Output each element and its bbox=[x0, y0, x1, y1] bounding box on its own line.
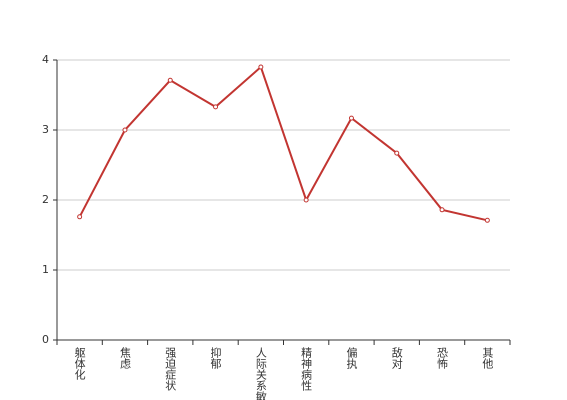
x-tick-label: 偏执 bbox=[345, 346, 358, 370]
point bbox=[348, 115, 354, 121]
y-tick-label: 3 bbox=[42, 123, 49, 136]
point bbox=[213, 104, 219, 110]
point bbox=[122, 127, 128, 133]
point bbox=[167, 77, 173, 83]
point bbox=[394, 150, 400, 156]
x-tick-label: 焦虑 bbox=[118, 347, 131, 369]
line bbox=[78, 65, 488, 222]
x-tick-label: 恐怖 bbox=[436, 347, 449, 369]
point bbox=[439, 207, 445, 213]
y-tick-label: 4 bbox=[42, 53, 49, 66]
x-tick-label: 敌对 bbox=[390, 346, 403, 369]
point bbox=[484, 217, 490, 223]
x-tick-label: 精神病性 bbox=[300, 347, 313, 392]
y-tick-label: 2 bbox=[42, 193, 49, 206]
x-tick-label: 躯体化 bbox=[73, 347, 86, 381]
point bbox=[258, 64, 264, 70]
y-tick-label: 1 bbox=[42, 263, 49, 276]
point bbox=[303, 197, 309, 203]
x-tick-label: 强迫症状 bbox=[164, 347, 177, 391]
y-tick-label: 0 bbox=[42, 333, 49, 346]
x-tick-label: 人际关系敏感 bbox=[254, 347, 267, 400]
x-tick-label: 抑郁 bbox=[209, 346, 222, 369]
x-tick-label: 其他 bbox=[481, 347, 494, 369]
point bbox=[77, 214, 83, 220]
